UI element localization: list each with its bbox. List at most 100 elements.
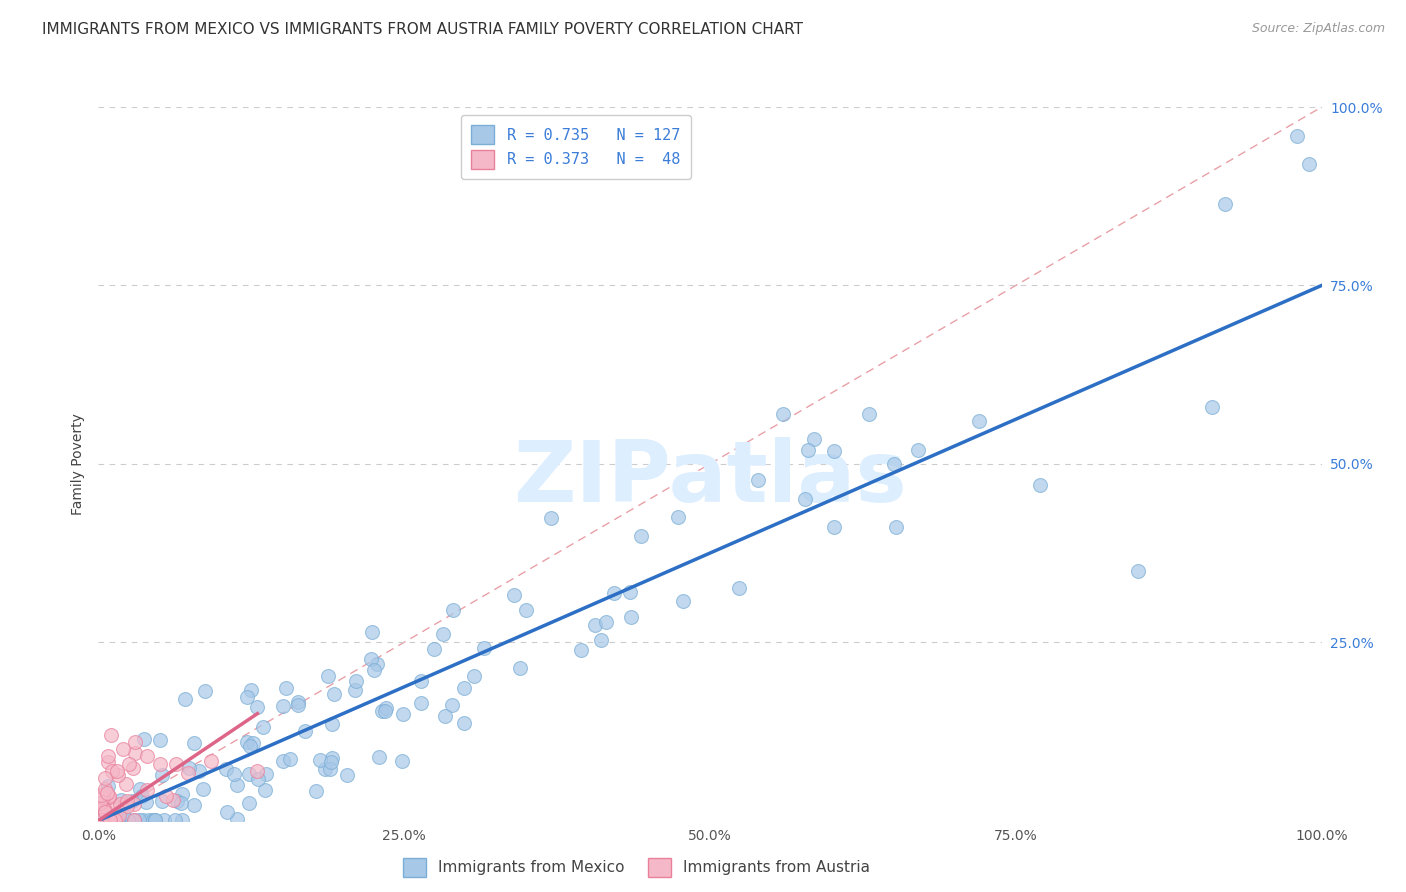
- Point: [321, 717, 343, 731]
- Point: [432, 627, 454, 641]
- Point: [115, 798, 138, 813]
- Point: [797, 442, 820, 457]
- Point: [239, 739, 262, 753]
- Point: [254, 767, 277, 781]
- Point: [747, 473, 769, 487]
- Point: [89, 813, 111, 827]
- Point: [194, 684, 217, 698]
- Point: [107, 813, 129, 827]
- Point: [101, 764, 124, 778]
- Point: [509, 661, 531, 675]
- Point: [1128, 564, 1150, 578]
- Point: [174, 692, 197, 706]
- Point: [321, 751, 343, 765]
- Point: [215, 762, 238, 776]
- Point: [278, 751, 301, 765]
- Point: [222, 766, 245, 780]
- Point: [619, 584, 641, 599]
- Point: [89, 796, 111, 810]
- Point: [96, 786, 118, 800]
- Point: [1215, 197, 1237, 211]
- Point: [274, 681, 297, 696]
- Point: [453, 681, 475, 695]
- Point: [108, 808, 131, 822]
- Y-axis label: Family Poverty: Family Poverty: [70, 413, 84, 515]
- Point: [370, 704, 392, 718]
- Point: [343, 682, 366, 697]
- Point: [200, 754, 222, 768]
- Point: [166, 794, 188, 808]
- Point: [100, 728, 122, 742]
- Point: [91, 801, 114, 815]
- Point: [294, 724, 316, 739]
- Point: [142, 813, 165, 827]
- Point: [131, 789, 153, 803]
- Point: [672, 593, 695, 607]
- Point: [108, 797, 131, 812]
- Point: [1298, 157, 1320, 171]
- Point: [124, 746, 146, 760]
- Point: [93, 813, 115, 827]
- Point: [319, 755, 342, 769]
- Point: [118, 756, 141, 771]
- Point: [90, 813, 112, 827]
- Point: [344, 673, 367, 688]
- Point: [93, 813, 115, 827]
- Point: [97, 755, 120, 769]
- Point: [287, 695, 309, 709]
- Point: [162, 793, 184, 807]
- Point: [124, 813, 146, 827]
- Point: [170, 813, 193, 827]
- Point: [149, 732, 172, 747]
- Point: [136, 782, 159, 797]
- Point: [101, 797, 124, 811]
- Point: [463, 669, 485, 683]
- Point: [366, 657, 388, 671]
- Point: [91, 790, 114, 805]
- Point: [98, 813, 121, 827]
- Point: [122, 813, 145, 827]
- Text: ZIPatlas: ZIPatlas: [513, 436, 907, 520]
- Point: [391, 707, 413, 722]
- Point: [90, 789, 112, 803]
- Point: [122, 761, 145, 775]
- Point: [391, 754, 413, 768]
- Point: [226, 812, 249, 826]
- Point: [247, 772, 270, 786]
- Point: [409, 673, 432, 688]
- Point: [94, 805, 117, 819]
- Point: [98, 790, 121, 805]
- Point: [422, 641, 444, 656]
- Point: [630, 529, 652, 543]
- Point: [105, 764, 128, 778]
- Point: [441, 603, 464, 617]
- Point: [177, 761, 200, 775]
- Point: [112, 813, 135, 827]
- Point: [472, 640, 495, 655]
- Point: [177, 765, 200, 780]
- Point: [93, 806, 115, 821]
- Point: [515, 602, 537, 616]
- Point: [117, 813, 139, 827]
- Point: [772, 407, 794, 421]
- Point: [170, 796, 193, 810]
- Point: [136, 749, 159, 764]
- Point: [183, 736, 205, 750]
- Point: [143, 813, 166, 827]
- Point: [803, 433, 825, 447]
- Point: [93, 803, 115, 817]
- Point: [569, 643, 592, 657]
- Point: [858, 407, 880, 421]
- Point: [143, 813, 166, 827]
- Point: [236, 735, 259, 749]
- Point: [246, 699, 269, 714]
- Point: [188, 764, 211, 778]
- Point: [104, 813, 127, 827]
- Point: [453, 715, 475, 730]
- Point: [727, 581, 749, 595]
- Point: [360, 651, 382, 665]
- Point: [128, 781, 150, 796]
- Point: [122, 797, 145, 811]
- Point: [112, 807, 135, 822]
- Point: [1286, 128, 1309, 143]
